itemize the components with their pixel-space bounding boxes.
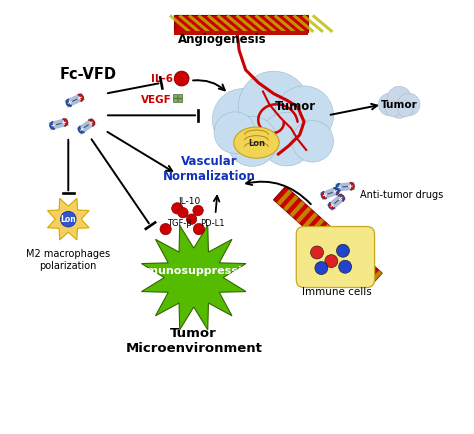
Polygon shape [327, 193, 346, 211]
Bar [354, 259, 369, 275]
Text: VEGF: VEGF [140, 95, 171, 105]
Text: Lon: Lon [248, 139, 265, 148]
Circle shape [193, 224, 205, 235]
Wedge shape [78, 126, 84, 133]
Circle shape [227, 116, 277, 166]
Text: IL-10: IL-10 [179, 197, 201, 206]
Bar [290, 201, 305, 217]
FancyBboxPatch shape [173, 94, 177, 98]
Bar [322, 230, 337, 246]
Bar [309, 218, 324, 234]
Text: Immune cells: Immune cells [301, 287, 371, 297]
Bar [360, 264, 376, 281]
Circle shape [391, 101, 408, 118]
Text: Vascular
Normalization: Vascular Normalization [163, 155, 255, 184]
Text: PD-L1: PD-L1 [200, 219, 225, 228]
Text: Anti-tumor drugs: Anti-tumor drugs [360, 190, 444, 200]
Wedge shape [89, 119, 95, 126]
Wedge shape [334, 187, 339, 195]
Polygon shape [142, 225, 246, 330]
Bar [328, 236, 344, 252]
Ellipse shape [234, 127, 279, 158]
Circle shape [193, 205, 203, 216]
Circle shape [398, 93, 420, 116]
Polygon shape [47, 198, 89, 240]
Circle shape [174, 71, 189, 86]
FancyBboxPatch shape [174, 15, 309, 32]
Polygon shape [76, 118, 97, 135]
Text: Tumor: Tumor [275, 100, 316, 113]
Wedge shape [336, 183, 340, 191]
Circle shape [337, 244, 349, 257]
FancyBboxPatch shape [174, 30, 309, 35]
Wedge shape [50, 122, 55, 129]
Text: Immunosuppression: Immunosuppression [131, 266, 257, 276]
Text: Tumor: Tumor [381, 99, 418, 109]
Bar [283, 195, 299, 211]
Wedge shape [338, 194, 345, 201]
Text: TGF-β: TGF-β [167, 219, 191, 228]
Circle shape [385, 101, 401, 117]
FancyBboxPatch shape [173, 99, 177, 102]
Polygon shape [48, 118, 69, 130]
Circle shape [186, 214, 197, 224]
Bar [315, 224, 331, 240]
Wedge shape [66, 99, 72, 106]
Circle shape [178, 207, 188, 218]
Bar [347, 253, 363, 269]
Bar [296, 207, 311, 223]
Circle shape [61, 211, 76, 227]
Circle shape [387, 86, 411, 111]
Text: Angiogenesis: Angiogenesis [178, 33, 266, 46]
Circle shape [398, 101, 413, 117]
Circle shape [260, 112, 314, 166]
Circle shape [214, 112, 255, 153]
Bar [273, 186, 382, 286]
FancyBboxPatch shape [296, 227, 374, 287]
Circle shape [310, 246, 324, 259]
Circle shape [338, 260, 352, 273]
Circle shape [160, 224, 171, 235]
Bar [302, 212, 318, 229]
Bar [367, 270, 382, 286]
Text: Fc-VFD: Fc-VFD [59, 67, 116, 82]
Text: Tumor
Microenvironment: Tumor Microenvironment [125, 327, 262, 355]
Circle shape [378, 93, 401, 116]
Bar [277, 189, 292, 206]
Wedge shape [328, 202, 335, 209]
Wedge shape [321, 191, 327, 199]
Circle shape [274, 86, 334, 145]
Circle shape [315, 262, 328, 275]
FancyBboxPatch shape [178, 99, 182, 102]
Circle shape [325, 255, 338, 268]
Circle shape [212, 89, 274, 151]
Polygon shape [335, 182, 355, 191]
Circle shape [172, 203, 183, 214]
Wedge shape [63, 118, 68, 126]
Wedge shape [78, 94, 83, 102]
Polygon shape [64, 92, 85, 108]
Bar [341, 247, 356, 263]
Bar [335, 241, 350, 258]
Circle shape [292, 121, 334, 162]
Text: Lon: Lon [60, 215, 76, 224]
FancyBboxPatch shape [178, 94, 182, 98]
Text: M2 macrophages
polarization: M2 macrophages polarization [26, 250, 110, 271]
Wedge shape [350, 182, 355, 190]
Circle shape [238, 71, 309, 142]
Text: IL-6: IL-6 [151, 74, 173, 84]
Polygon shape [319, 186, 340, 200]
